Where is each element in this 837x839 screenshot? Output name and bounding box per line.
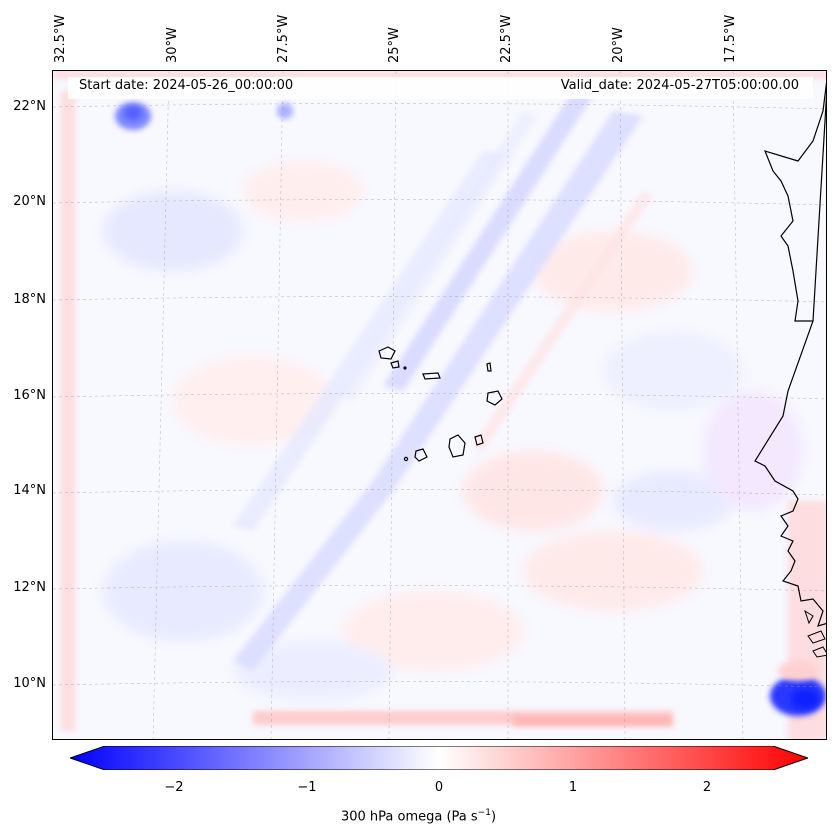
valid-date-text: Valid_date: 2024-05-27T05:00:00.00 (558, 78, 801, 93)
colorbar-tick-0: 0 (434, 780, 444, 795)
colorbar-tick-neg1: −1 (297, 780, 317, 795)
colorbar-svg (68, 745, 810, 774)
omega-field-map (53, 71, 826, 739)
lon-label-32-5w: 32.5°W (53, 14, 68, 63)
lon-label-22-5w: 22.5°W (499, 14, 514, 63)
lat-label-20n: 20°N (13, 194, 46, 209)
colorbar-label: 300 hPa omega (Pa s−1) (0, 808, 837, 824)
lat-label-22n: 22°N (13, 99, 46, 114)
africa-coastline (754, 94, 826, 627)
africa-coastline-north (763, 82, 826, 322)
colorbar (68, 745, 810, 774)
graticule (53, 71, 826, 739)
map-panel (52, 70, 827, 740)
colorbar-tick-neg2: −2 (164, 780, 184, 795)
lat-label-18n: 18°N (13, 292, 46, 307)
cape-verde-islands (378, 346, 503, 462)
coast-islands-guinea (804, 609, 826, 658)
colorbar-gradient (68, 745, 810, 771)
lon-label-30w: 30°W (165, 27, 180, 63)
lon-label-25w: 25°W (387, 27, 402, 63)
lat-label-10n: 10°N (13, 676, 46, 691)
lat-label-16n: 16°N (13, 388, 46, 403)
lat-label-14n: 14°N (13, 483, 46, 498)
colorbar-label-prefix: 300 hPa omega (Pa s (340, 809, 478, 825)
edge-bands (53, 71, 826, 739)
field-patches (103, 161, 803, 701)
colorbar-tick-2: 2 (702, 780, 712, 795)
lon-label-17-5w: 17.5°W (723, 14, 738, 63)
colorbar-label-suffix: ) (490, 809, 497, 825)
diagonal-bands (233, 91, 653, 671)
lon-label-27-5w: 27.5°W (276, 14, 291, 63)
strong-spots (115, 102, 826, 716)
colorbar-label-exponent: −1 (477, 808, 491, 818)
lon-label-20w: 20°W (611, 27, 626, 63)
lat-label-12n: 12°N (13, 580, 46, 595)
start-date-text: Start date: 2024-05-26_00:00:00 (77, 78, 296, 93)
colorbar-tick-1: 1 (568, 780, 578, 795)
